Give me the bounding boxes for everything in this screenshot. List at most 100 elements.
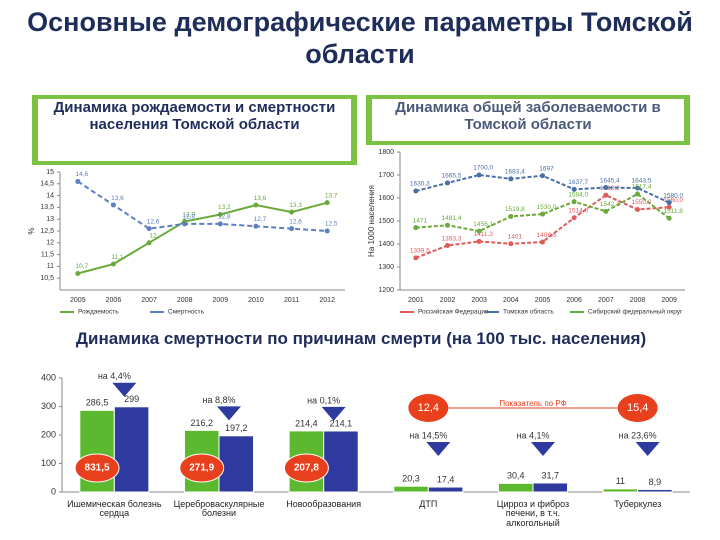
data-label: 14,6 bbox=[75, 171, 88, 178]
x-tick-label: 2006 bbox=[106, 297, 122, 304]
x-tick-label: Цирроз и фиброз печени, в т.ч. алкогольн… bbox=[496, 499, 570, 528]
y-tick-label: 11,5 bbox=[41, 251, 54, 258]
y-tick-label: 13 bbox=[46, 216, 54, 223]
data-label: 1560,0 bbox=[663, 197, 683, 204]
rf-rate: 15,4 bbox=[627, 402, 648, 414]
x-tick-label: 2010 bbox=[248, 297, 264, 304]
data-label: 1700,0 bbox=[473, 165, 493, 172]
data-label: 13,6 bbox=[254, 195, 267, 202]
data-label: 8,9 bbox=[649, 477, 662, 487]
marker bbox=[635, 191, 640, 197]
marker bbox=[289, 226, 295, 232]
data-label: 216,2 bbox=[190, 418, 213, 428]
circled-label: 271,9 bbox=[189, 463, 214, 474]
x-tick-label: 2003 bbox=[471, 297, 487, 304]
bar bbox=[323, 430, 359, 493]
marker bbox=[253, 202, 259, 208]
marker bbox=[666, 204, 672, 210]
x-tick-label: Цереброваскулярные болезни bbox=[173, 499, 265, 519]
legend-label: Томская область bbox=[503, 308, 554, 316]
data-label: 12,9 bbox=[182, 211, 195, 218]
bar bbox=[532, 482, 569, 493]
data-label: 1542,1 bbox=[600, 201, 620, 208]
marker bbox=[635, 207, 640, 212]
x-tick-label: 2011 bbox=[284, 297, 299, 304]
arrow bbox=[531, 442, 555, 456]
x-tick-label: Новообразования bbox=[286, 499, 362, 509]
y-tick-label: 400 bbox=[41, 372, 56, 382]
y-tick-label: 300 bbox=[41, 401, 56, 411]
difference-label: на 4,1% bbox=[517, 430, 550, 440]
x-tick-label: Ишемическая болезнь сердца bbox=[67, 499, 162, 519]
data-label: 1530,0 bbox=[537, 204, 557, 211]
data-label: 13,7 bbox=[325, 192, 338, 199]
line bbox=[415, 192, 670, 233]
marker bbox=[75, 270, 81, 276]
y-tick-label: 0 bbox=[51, 486, 56, 496]
y-axis-label: На 1000 населения bbox=[367, 185, 376, 257]
marker bbox=[324, 200, 330, 206]
y-tick-label: 13,5 bbox=[40, 204, 54, 211]
arrow bbox=[426, 442, 451, 456]
y-tick-label: 14,5 bbox=[40, 181, 54, 188]
y-tick-label: 1800 bbox=[378, 149, 394, 156]
data-label: 1584,0 bbox=[568, 191, 588, 198]
data-label: 13,3 bbox=[289, 202, 302, 209]
difference-label: на 4,4% bbox=[98, 371, 131, 381]
y-tick-label: 1200 bbox=[378, 287, 394, 294]
bar bbox=[637, 488, 673, 493]
data-label: 1683,4 bbox=[505, 169, 525, 176]
y-tick-label: 12 bbox=[46, 240, 54, 247]
x-tick-label: 2004 bbox=[503, 297, 519, 304]
marker bbox=[603, 192, 609, 198]
data-label: 1401 bbox=[508, 233, 523, 240]
data-label: 11 bbox=[616, 476, 625, 486]
marker bbox=[540, 239, 545, 245]
data-label: 1617,4 bbox=[632, 184, 652, 191]
marker bbox=[413, 255, 419, 261]
chart-title: Динамика смертности по причинам смерти (… bbox=[75, 329, 647, 348]
marker bbox=[146, 226, 152, 232]
marker bbox=[217, 211, 223, 217]
marker bbox=[110, 202, 116, 208]
y-tick-label: 1400 bbox=[378, 241, 394, 248]
bar bbox=[602, 488, 639, 493]
marker bbox=[110, 261, 116, 267]
data-label: 1580,0 bbox=[663, 192, 683, 199]
highlight-circle bbox=[74, 453, 120, 483]
x-tick-label: 2002 bbox=[440, 297, 456, 304]
marker bbox=[540, 173, 545, 179]
y-tick-label: 15 bbox=[46, 169, 54, 176]
data-label: 12 bbox=[149, 233, 157, 240]
data-label: 31,7 bbox=[542, 470, 560, 480]
marker bbox=[413, 225, 419, 231]
rf-rate: 12,4 bbox=[418, 402, 439, 414]
marker bbox=[146, 240, 152, 246]
y-tick-label: 12,5 bbox=[40, 228, 54, 235]
data-label: 1411,3 bbox=[473, 231, 493, 238]
data-label: 214,4 bbox=[295, 418, 318, 428]
x-tick-label: 2007 bbox=[598, 297, 614, 304]
difference-label: на 0,1% bbox=[307, 395, 340, 405]
marker bbox=[508, 213, 514, 219]
marker bbox=[666, 200, 672, 206]
data-label: 1393,3 bbox=[442, 235, 462, 242]
data-label: 12,7 bbox=[254, 216, 267, 223]
legend-label: Рождаемость bbox=[78, 309, 119, 316]
marker bbox=[217, 221, 223, 227]
legend-label: Российская Федерация bbox=[418, 308, 489, 316]
data-label: 1630,3 bbox=[410, 181, 430, 188]
x-tick-label: 2009 bbox=[213, 297, 229, 304]
data-label: 1471 bbox=[413, 217, 428, 224]
data-label: 1339,5 bbox=[410, 248, 430, 255]
marker bbox=[445, 222, 450, 228]
marker bbox=[666, 215, 672, 221]
bar bbox=[497, 482, 534, 493]
marker bbox=[603, 208, 609, 214]
highlight-circle bbox=[408, 394, 449, 422]
marker bbox=[571, 199, 577, 205]
marker bbox=[253, 223, 259, 229]
difference-label: на 14,5% bbox=[409, 430, 447, 440]
bar bbox=[113, 406, 150, 493]
x-tick-label: 2008 bbox=[177, 297, 193, 304]
